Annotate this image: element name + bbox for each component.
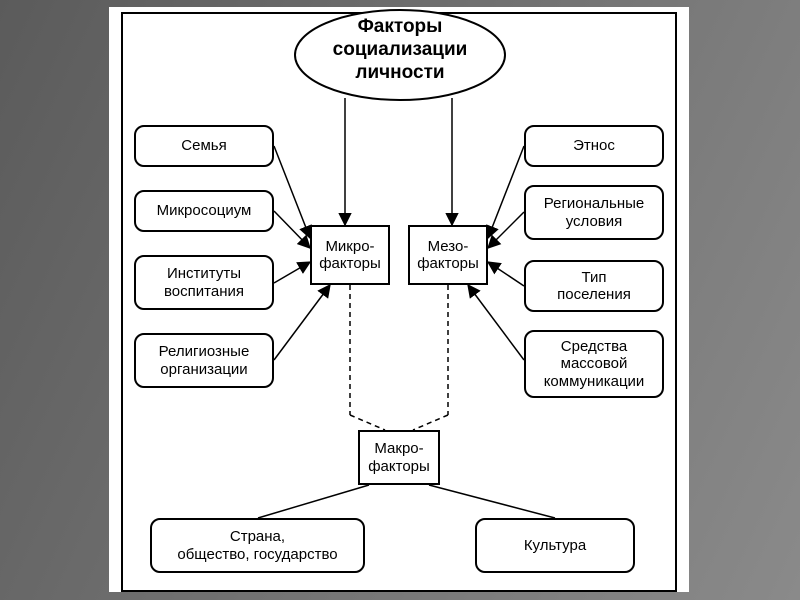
node-ethnos: Этнос: [524, 125, 664, 167]
node-microsoc-label: Микросоциум: [151, 200, 258, 221]
node-microsoc: Микросоциум: [134, 190, 274, 232]
edge-2: [274, 146, 310, 238]
edge-11: [350, 415, 385, 430]
edge-5: [274, 285, 330, 360]
diagram-svg: [0, 0, 800, 600]
node-meso: Мезо-факторы: [408, 225, 488, 285]
node-settle-label: Типпоселения: [551, 267, 637, 306]
edge-4: [274, 262, 310, 283]
diagram-stage: Факторысоциализацииличности Микро-факторы…: [0, 0, 800, 600]
node-region: Региональныеусловия: [524, 185, 664, 240]
node-region-label: Региональныеусловия: [538, 193, 650, 232]
node-culture-label: Культура: [518, 535, 592, 556]
node-macro-label: Макро-факторы: [362, 438, 436, 477]
node-micro-label: Микро-факторы: [313, 236, 387, 275]
node-country-label: Страна,общество, государство: [171, 526, 343, 565]
edge-8: [488, 262, 524, 286]
node-settle: Типпоселения: [524, 260, 664, 312]
node-meso-label: Мезо-факторы: [411, 236, 485, 275]
node-relig: Религиозныеорганизации: [134, 333, 274, 388]
edge-14: [258, 485, 369, 518]
node-culture: Культура: [475, 518, 635, 573]
edge-13: [413, 415, 448, 430]
node-micro: Микро-факторы: [310, 225, 390, 285]
node-family: Семья: [134, 125, 274, 167]
edge-15: [429, 485, 555, 518]
edge-3: [274, 211, 310, 248]
node-media-label: Средствамассовойкоммуникации: [538, 336, 651, 392]
node-inst: Институтывоспитания: [134, 255, 274, 310]
node-country: Страна,общество, государство: [150, 518, 365, 573]
node-macro: Макро-факторы: [358, 430, 440, 485]
node-ethnos-label: Этнос: [567, 135, 621, 156]
edge-6: [488, 146, 524, 238]
edge-9: [468, 285, 524, 360]
title-label: Факторысоциализацииличности: [295, 16, 505, 84]
node-inst-label: Институтывоспитания: [158, 263, 250, 302]
node-relig-label: Религиозныеорганизации: [153, 341, 256, 380]
node-media: Средствамассовойкоммуникации: [524, 330, 664, 398]
edge-7: [488, 212, 524, 248]
node-family-label: Семья: [175, 135, 232, 156]
